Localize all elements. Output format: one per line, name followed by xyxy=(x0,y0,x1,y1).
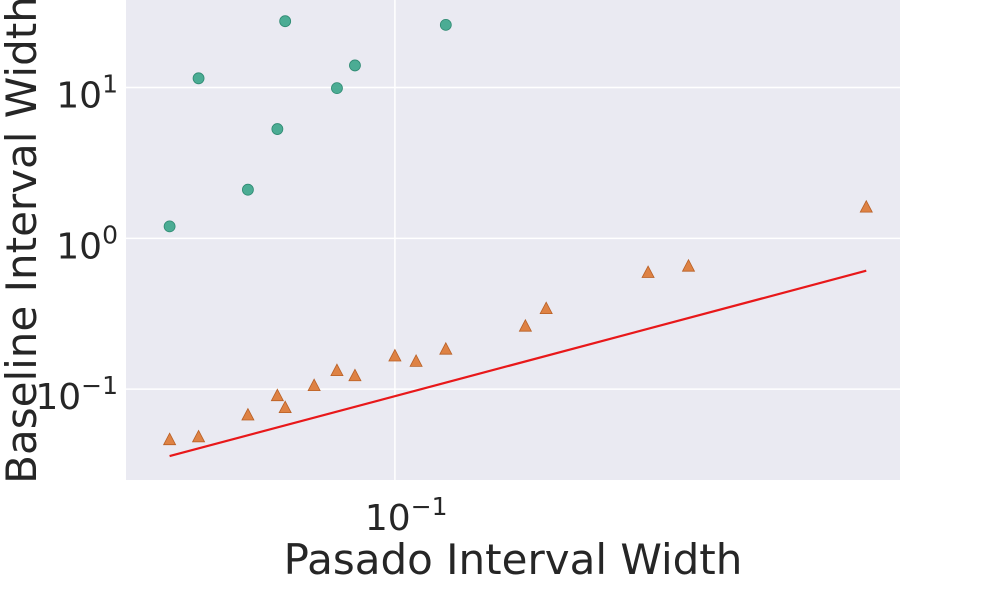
triangle-point xyxy=(539,301,553,315)
circle-point xyxy=(439,18,452,31)
circle-point xyxy=(242,183,254,196)
triangle-point xyxy=(241,407,255,421)
triangle-point xyxy=(409,354,423,367)
circle-point xyxy=(271,123,284,135)
triangle-point xyxy=(388,348,402,362)
reference-line-group xyxy=(169,269,867,458)
circle-point xyxy=(279,15,292,28)
triangle-point xyxy=(859,199,873,213)
triangle-point xyxy=(439,341,453,355)
reference-line xyxy=(169,269,867,458)
triangle-point xyxy=(278,400,292,414)
plot-background xyxy=(126,0,900,480)
triangle-point xyxy=(270,388,285,402)
y-axis-label: Baseline Interval Width xyxy=(0,0,46,484)
triangle-point xyxy=(518,318,533,332)
circle-point xyxy=(331,82,343,95)
circle-point xyxy=(349,59,361,72)
y-tick-label: 100 xyxy=(56,220,118,267)
x-tick-labels: 10−1 xyxy=(365,492,448,539)
triangle-point xyxy=(307,378,321,391)
triangle-point xyxy=(191,429,206,443)
grid-lines xyxy=(126,0,900,480)
triangle-point xyxy=(330,363,344,377)
data-points xyxy=(162,15,873,446)
triangle-point xyxy=(162,432,177,446)
circle-point xyxy=(192,72,205,85)
triangle-point xyxy=(681,258,696,272)
circle-point xyxy=(163,220,176,233)
x-axis-label: Pasado Interval Width xyxy=(284,535,743,584)
y-tick-labels: 10−1 100 101 xyxy=(35,69,118,418)
y-tick-label: 10−1 xyxy=(35,371,118,418)
triangle-point xyxy=(348,368,362,382)
x-tick-label: 10−1 xyxy=(365,492,448,539)
triangle-point xyxy=(641,265,655,278)
y-tick-label: 101 xyxy=(56,69,118,116)
